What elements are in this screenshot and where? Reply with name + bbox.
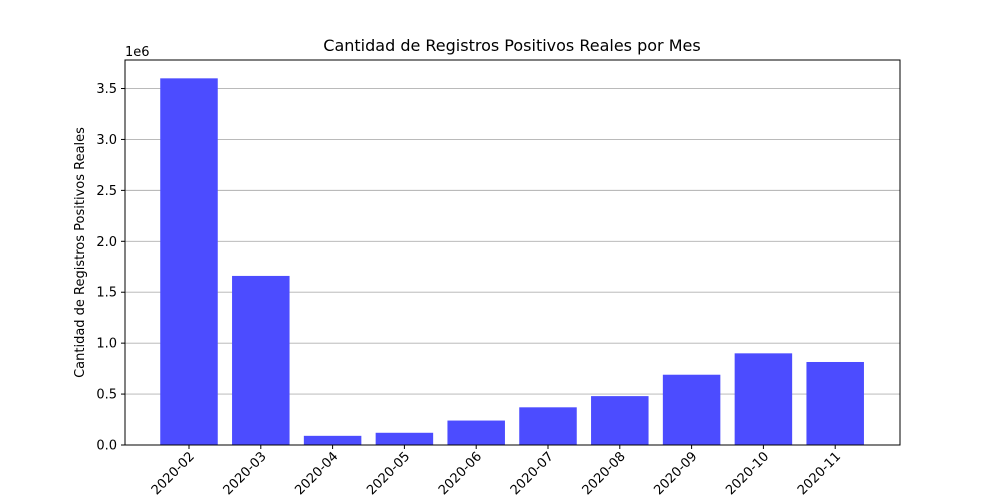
y-tick-label: 3.5	[96, 82, 117, 97]
y-tick-label: 2.5	[96, 184, 117, 199]
x-axis-ticks: 2020-02 2020-03 2020-04 2020-05 2020-06 2020-…	[149, 445, 844, 498]
y-tick-label: 1.5	[96, 286, 117, 301]
x-tick-label: 2020-02	[149, 449, 198, 498]
x-tick-label: 2020-06	[436, 449, 485, 498]
bar-2020-11	[806, 361, 864, 445]
y-axis-ticks: 0.0 0.5 1.0 1.5 2.0 2.5 3.0 3.5	[96, 82, 125, 454]
bar-2020-07	[519, 407, 577, 445]
bar-2020-08	[591, 396, 649, 445]
bar-2020-09	[662, 374, 721, 445]
y-axis-label: Cantidad de Registros Positivos Reales	[73, 127, 88, 378]
chart-title: Cantidad de Registros Positivos Reales p…	[323, 36, 700, 55]
y-tick-label: 3.0	[96, 133, 117, 148]
bars	[160, 78, 864, 445]
x-tick-label: 2020-04	[292, 449, 341, 498]
bar-2020-04	[303, 435, 362, 445]
bar-2020-10	[734, 353, 793, 445]
bar-2020-03	[232, 275, 290, 445]
y-tick-label: 0.0	[96, 439, 117, 454]
x-tick-label: 2020-11	[795, 449, 844, 498]
y-scale-label: 1e6	[125, 45, 150, 60]
y-tick-label: 1.0	[96, 337, 117, 352]
y-tick-label: 0.5	[96, 388, 117, 403]
x-tick-label: 2020-10	[723, 449, 772, 498]
bar-2020-05	[375, 432, 434, 445]
y-tick-label: 2.0	[96, 235, 117, 250]
x-tick-label: 2020-03	[221, 449, 270, 498]
x-tick-label: 2020-08	[580, 449, 629, 498]
bar-2020-02	[160, 78, 218, 445]
x-tick-label: 2020-05	[364, 449, 413, 498]
bar-2020-06	[447, 420, 505, 445]
x-tick-label: 2020-09	[651, 449, 700, 498]
plot-frame	[124, 59, 901, 446]
x-tick-label: 2020-07	[508, 449, 557, 498]
